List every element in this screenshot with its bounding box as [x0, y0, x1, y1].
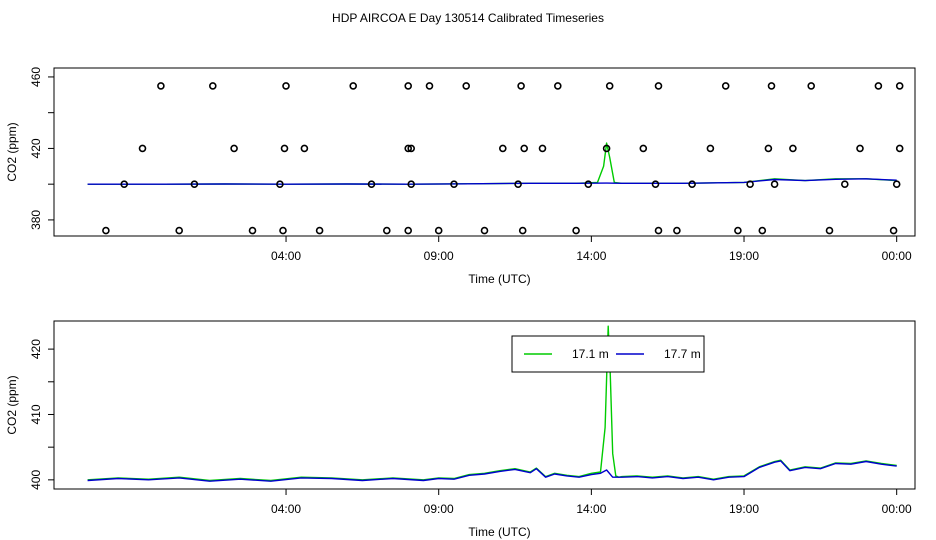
data-point — [190, 180, 199, 188]
data-point — [605, 82, 614, 90]
y-tick-label: 380 — [29, 210, 43, 230]
x-tick-label: 14:00 — [576, 502, 606, 516]
x-axis-label: Time (UTC) — [468, 525, 530, 539]
data-point — [367, 180, 376, 188]
data-point — [498, 144, 507, 153]
data-point — [767, 82, 776, 90]
data-point — [276, 180, 284, 188]
data-point — [175, 226, 183, 235]
legend-label-0: 17.1 m — [572, 347, 609, 361]
series-line-0 — [87, 142, 897, 185]
data-point — [673, 226, 681, 235]
x-tick-label: 19:00 — [729, 502, 759, 516]
series-line-0 — [87, 325, 897, 482]
data-point — [349, 82, 358, 90]
data-point — [404, 82, 413, 90]
data-point — [517, 82, 525, 90]
data-point — [425, 82, 434, 90]
legend-label-1: 17.7 m — [664, 347, 701, 361]
chart-title: HDP AIRCOA E Day 130514 Calibrated Times… — [332, 11, 604, 25]
data-point — [770, 180, 779, 188]
bottom-panel: 04:00 09:00 14:00 19:00 00:00 400 410 420 Time (… — [5, 320, 916, 539]
x-tick-label: 00:00 — [882, 249, 912, 263]
data-point — [230, 144, 238, 153]
data-point — [480, 226, 489, 235]
x-tick-label: 00:00 — [882, 502, 912, 516]
data-point — [520, 144, 529, 153]
data-point — [639, 144, 648, 153]
x-tick-label: 14:00 — [576, 249, 606, 263]
data-point — [734, 226, 742, 235]
data-point — [688, 180, 696, 188]
data-point — [553, 82, 562, 90]
data-point — [895, 144, 904, 153]
data-point — [758, 226, 767, 235]
y-tick-label: 400 — [29, 470, 43, 490]
data-point — [654, 226, 663, 235]
x-tick-label: 09:00 — [424, 249, 454, 263]
data-point — [895, 82, 904, 90]
data-point — [764, 144, 773, 153]
data-point — [280, 144, 289, 153]
x-tick-label: 09:00 — [424, 502, 454, 516]
data-point — [138, 144, 147, 153]
x-axis-label: Time (UTC) — [468, 272, 530, 286]
data-point — [518, 226, 527, 235]
data-point — [157, 82, 165, 90]
x-tick-label: 19:00 — [729, 249, 759, 263]
data-point — [874, 82, 883, 90]
y-tick-label: 460 — [29, 67, 43, 87]
data-point — [404, 144, 413, 153]
data-point — [102, 226, 110, 235]
data-point — [434, 226, 443, 235]
y-tick-label: 420 — [29, 339, 43, 359]
y-tick-label: 420 — [29, 138, 43, 158]
data-point — [120, 180, 128, 188]
data-point — [572, 226, 580, 235]
data-point — [651, 180, 660, 188]
data-point — [856, 144, 864, 153]
data-point — [462, 82, 471, 90]
data-point — [248, 226, 257, 235]
y-axis-label: CO2 (ppm) — [5, 375, 19, 434]
data-point — [654, 82, 663, 90]
data-point — [721, 82, 730, 90]
plot-frame — [53, 320, 916, 490]
data-point — [209, 82, 217, 90]
data-point — [315, 226, 324, 235]
data-point — [279, 226, 287, 235]
data-point — [602, 144, 611, 153]
y-axis-label: CO2 (ppm) — [5, 122, 19, 181]
data-point — [706, 144, 715, 153]
x-tick-label: 04:00 — [271, 249, 301, 263]
data-point — [300, 144, 309, 153]
data-point — [789, 144, 797, 153]
legend: 17.1 m 17.7 m — [511, 335, 705, 373]
data-point — [584, 180, 593, 188]
data-point — [840, 180, 849, 188]
data-point — [514, 180, 522, 188]
x-tick-label: 04:00 — [271, 502, 301, 516]
data-point — [889, 226, 898, 235]
data-point — [892, 180, 901, 188]
series-line-1 — [87, 460, 897, 482]
data-point — [825, 226, 834, 235]
data-point — [807, 82, 816, 90]
data-point — [282, 82, 290, 90]
plot-frame — [53, 67, 916, 237]
data-point — [382, 226, 391, 235]
data-point — [746, 180, 754, 188]
data-point — [450, 180, 458, 188]
data-point — [404, 226, 413, 235]
top-panel: 04:00 09:00 14:00 19:00 00:00 380 420 460 Time (… — [5, 67, 916, 286]
data-point — [538, 144, 547, 153]
data-point — [407, 144, 416, 153]
data-point — [407, 180, 416, 188]
y-tick-label: 410 — [29, 404, 43, 424]
